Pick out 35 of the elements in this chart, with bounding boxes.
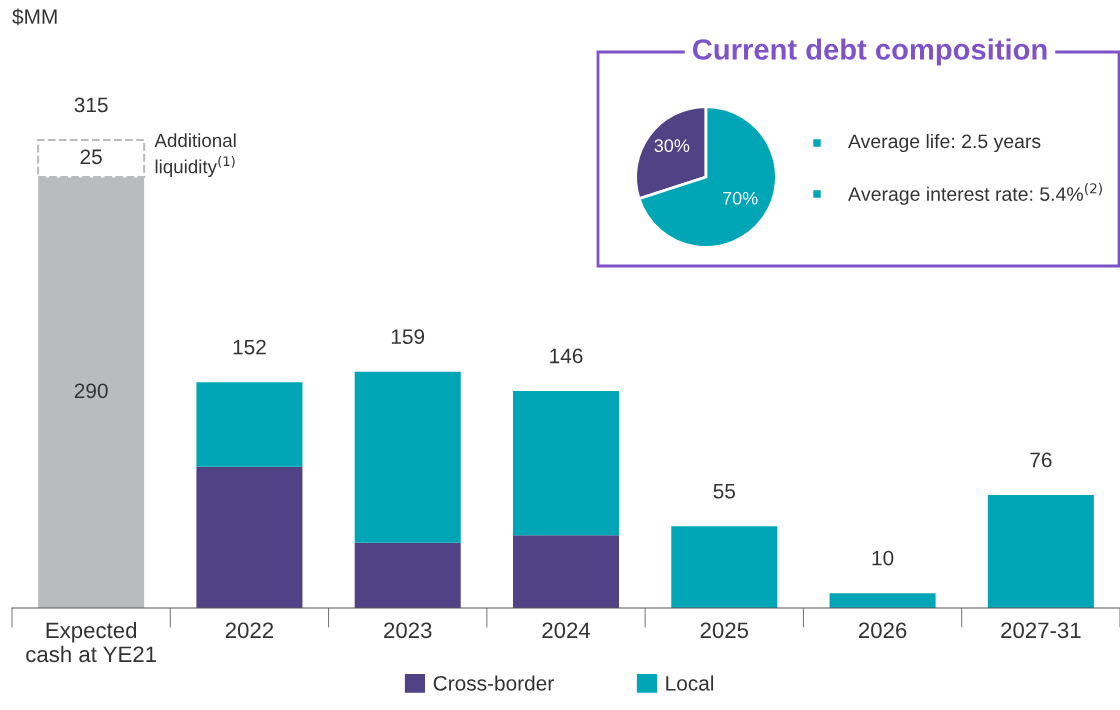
text: Current debt composition: [692, 38, 1047, 66]
x-tick-label: 2027-31: [1001, 622, 1081, 639]
bar: [196, 382, 303, 467]
bar: [671, 526, 778, 608]
legend-label: Cross-border: [433, 675, 554, 691]
pie-slice: [637, 105, 778, 249]
bar: [987, 495, 1094, 608]
x-tick-label: 2022: [225, 622, 274, 639]
y-axis-title: $MM: [12, 8, 57, 26]
bar: [829, 593, 936, 608]
data-label: 290: [74, 383, 108, 399]
total-label: 159: [391, 329, 425, 345]
total-label: 55: [713, 484, 735, 499]
x-tick-label: 2025: [700, 622, 749, 639]
bar: [354, 371, 461, 543]
legend-label: Local: [666, 675, 714, 691]
total-label: 76: [1030, 452, 1052, 468]
x-tick-label: 2024: [542, 622, 591, 639]
annotation: Average life: 2.5 years: [848, 133, 1041, 153]
data-label: 70%: [723, 191, 758, 205]
x-tick-label: 2023: [384, 622, 432, 639]
annotation: Additional liquidity$^{(1)}$: [154, 133, 236, 178]
bar: [196, 466, 303, 608]
data-label: 30%: [654, 139, 690, 153]
total-label: 146: [550, 348, 583, 364]
bar: [512, 391, 620, 536]
total-label: 152: [233, 339, 266, 355]
x-tick-label: Expected cash at YE21: [26, 621, 156, 663]
bar: [512, 535, 620, 608]
bar: [354, 542, 461, 608]
total-label: 315: [74, 97, 108, 113]
data-label: 25: [80, 149, 102, 165]
annotation: Average interest rate: 5.4%$^{(2)}$: [848, 183, 1102, 205]
total-label: 10: [872, 550, 894, 566]
x-tick-label: 2026: [858, 622, 907, 639]
